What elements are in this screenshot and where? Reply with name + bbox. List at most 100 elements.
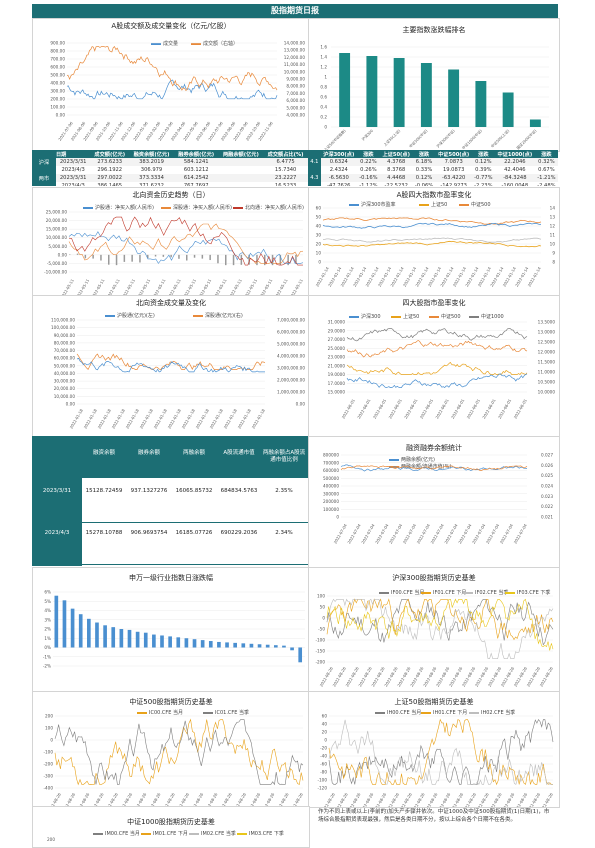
y-tick-label: -20 bbox=[320, 746, 327, 751]
x-tick-label: 2022-06-01 bbox=[450, 398, 466, 420]
x-tick-label: 2022-06-01 bbox=[466, 398, 482, 420]
x-tick-label: 2022-08-26 bbox=[146, 792, 162, 807]
bar bbox=[55, 596, 59, 648]
y-tick-label: -150 bbox=[315, 649, 325, 654]
bar bbox=[503, 93, 514, 128]
x-tick-label: 2022-05-11 bbox=[121, 278, 137, 296]
bar bbox=[111, 627, 115, 647]
x-tick-label: 2022-08-26 bbox=[487, 792, 503, 807]
y-tick-label: 60 bbox=[322, 714, 328, 719]
y-tick-label: 100 bbox=[45, 726, 53, 731]
bar bbox=[108, 255, 110, 265]
x-tick-label: 2022-08-26 bbox=[500, 792, 516, 807]
bar bbox=[79, 614, 83, 647]
y-tick-label: 30,000.00 bbox=[54, 379, 76, 384]
table-header-cell: 融券余额(亿元) bbox=[174, 150, 219, 158]
y-tick-label: 31.0000 bbox=[328, 320, 346, 325]
x-tick-label: 2022-06-01 bbox=[340, 398, 356, 420]
table-cell bbox=[219, 158, 264, 166]
y-tick-label: -10,000.00 bbox=[44, 270, 67, 275]
y-tick-label: 0.00 bbox=[296, 402, 306, 407]
table-header-cell: 成交额占比(%) bbox=[263, 150, 308, 158]
x-tick-label: 2022-08-26 bbox=[410, 792, 426, 807]
bar bbox=[217, 255, 219, 263]
x-tick-label: 2022-06-01 bbox=[481, 398, 497, 420]
y-tick-label: 50 bbox=[316, 215, 322, 220]
y-tick-label: 21.0000 bbox=[328, 363, 346, 368]
table-cell: -6.5630 bbox=[321, 174, 357, 182]
y-tick-label: 800000 bbox=[323, 453, 339, 458]
y-tick-label: 30 bbox=[316, 233, 322, 238]
bar bbox=[139, 255, 141, 263]
x-tick-label: 2022-06-01 bbox=[419, 398, 435, 420]
x-tick-label: 2022-05-11 bbox=[90, 278, 106, 296]
table-header-cell: 上证50(点) bbox=[380, 150, 413, 158]
x-tick-label: 2022-05-11 bbox=[136, 278, 152, 296]
table-cell: 4.4468 bbox=[380, 174, 413, 182]
y-tick-label: 10.0000 bbox=[538, 390, 556, 395]
y-tick-label: 0.00 bbox=[66, 402, 76, 407]
bar bbox=[225, 255, 227, 265]
table-row-date: 2023/4/3 bbox=[32, 530, 82, 536]
y-tick-label: 0 bbox=[318, 260, 321, 265]
table-cell: 2.34% bbox=[262, 530, 306, 536]
bar bbox=[193, 639, 197, 647]
y-tick-label: 13.5000 bbox=[538, 320, 556, 325]
sz-volume-series bbox=[77, 354, 265, 370]
y-tick-label: 3% bbox=[44, 617, 51, 622]
table-header-cell: 两融余额 bbox=[172, 450, 216, 457]
y-tick-label: -1% bbox=[43, 654, 51, 659]
x-tick-label: 2022-01-18 bbox=[152, 408, 168, 430]
x-tick-label: 2022-08-26 bbox=[46, 792, 62, 807]
bar bbox=[100, 255, 102, 261]
table-cell: 0.39% bbox=[472, 166, 495, 174]
x-tick-label: 2022-06-01 bbox=[512, 398, 528, 420]
table-header-cell: 成交额(亿元) bbox=[90, 150, 129, 158]
y-tick-label: 100,000.00 bbox=[51, 325, 75, 330]
y-tick-label: 12,000.00 bbox=[284, 55, 306, 60]
y-tick-label: 15,000.00 bbox=[46, 227, 68, 232]
bar bbox=[530, 120, 541, 128]
y-tick-label: 700000 bbox=[323, 460, 339, 465]
panel-sector-change: 申万一级行业指数日涨跌幅 6%5%4%3%2%1%0%-1%-2% bbox=[32, 567, 310, 693]
y-tick-label: 900.00 bbox=[50, 41, 65, 46]
bar bbox=[233, 643, 237, 648]
panel-four-index-pe: 四大股指市盈率变化 沪深300 上证50 中证500 中证1000 31.000… bbox=[308, 295, 560, 437]
bar bbox=[85, 255, 87, 258]
y-tick-label: 11 bbox=[550, 233, 556, 238]
table-cell: 690229.2036 bbox=[217, 530, 261, 536]
table-cell: 2.4324 bbox=[321, 166, 357, 174]
table-cell: -160.0048 bbox=[495, 182, 535, 186]
bar bbox=[77, 254, 79, 255]
panel-if-basis: 沪深300股指期货历史基差 IF00.CFE 当月 IF01.CFE 下月 IF… bbox=[308, 567, 560, 693]
x-tick-label: 2022-05-11 bbox=[59, 278, 75, 296]
im-basis-chart: 200 bbox=[33, 807, 309, 847]
y-tick-label: 27.0000 bbox=[328, 337, 346, 342]
bar bbox=[241, 255, 243, 265]
csi500-pe-series bbox=[347, 340, 527, 357]
table-cell: 383.2019 bbox=[129, 158, 174, 166]
y-tick-label: 20,000.00 bbox=[54, 386, 76, 391]
table-cell: 386.1465 bbox=[90, 182, 129, 186]
y-tick-label: 7,000,000.00 bbox=[277, 318, 305, 323]
y-tick-label: 10 bbox=[316, 251, 322, 256]
y-tick-label: 7,000.00 bbox=[286, 91, 305, 96]
pe-ratio-chart: 60504030201001413121110982022-01-142022-… bbox=[309, 188, 559, 296]
y-tick-label: 400.00 bbox=[50, 81, 65, 86]
x-tick-label: 2022-08-26 bbox=[538, 666, 554, 688]
y-tick-label: 11.5000 bbox=[538, 360, 556, 365]
bar bbox=[124, 255, 126, 262]
turnover-series bbox=[67, 47, 277, 91]
row-divider bbox=[32, 564, 308, 565]
y-tick-label: 0.024 bbox=[541, 484, 553, 489]
x-tick-label: 2022-06-01 bbox=[372, 398, 388, 420]
y-tick-label: 600000 bbox=[323, 468, 339, 473]
bar bbox=[170, 255, 172, 257]
x-category-label: 中证500(上证) bbox=[490, 128, 511, 149]
csi1000-pe-series bbox=[347, 329, 527, 341]
table-cell: 16.5233 bbox=[263, 182, 308, 186]
